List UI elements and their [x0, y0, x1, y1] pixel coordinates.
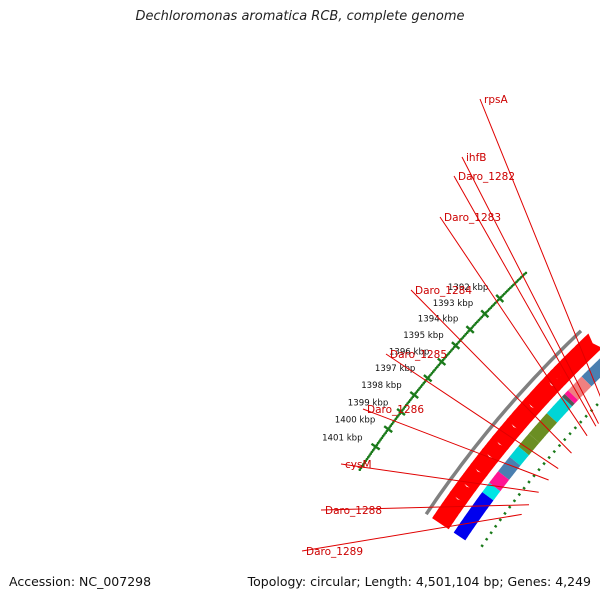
gene-block-ihfb: [564, 390, 578, 404]
feature-tick: [493, 524, 498, 528]
gene-leader-line: [320, 504, 530, 511]
gene-leader-line: [461, 156, 599, 424]
gene-leader-line: [453, 175, 597, 427]
scale-dot: [504, 291, 508, 294]
scale-tick: [451, 341, 461, 350]
feature-tick: [542, 461, 546, 466]
feature-tick: [547, 455, 551, 460]
gene-block-daro_1282: [561, 394, 575, 407]
map-title: Dechloromonas aromatica RCB, complete ge…: [135, 9, 465, 24]
gene-block-rpsa: [567, 376, 592, 401]
accession-text: Accession: NC_007298: [9, 574, 152, 589]
forward-gene-arrow: [544, 369, 567, 392]
scale-tick: [437, 357, 447, 366]
feature-tick: [480, 544, 484, 548]
feature-tick: [557, 443, 562, 448]
gene-label-daro_1284: Daro_1284: [415, 285, 472, 297]
feature-tick: [503, 511, 507, 516]
gene-label-daro_1288: Daro_1288: [325, 505, 382, 517]
forward-strand-track: [431, 333, 600, 530]
scale-tick-label: 1400 kbp: [335, 416, 376, 426]
forward-gene-arrow: [506, 397, 541, 433]
gene-leader-line: [301, 513, 522, 552]
scale-tick: [370, 442, 381, 451]
feature-tick: [489, 531, 493, 535]
feature-tick: [563, 437, 567, 442]
scale-ruler: 1392 kbp 1393 kbp 1394 kbp 1395 kbp 1396 kbp…: [322, 283, 505, 451]
gene-label-daro_1286: Daro_1286: [367, 404, 424, 416]
gene-block-cysm: [498, 456, 521, 480]
feature-tick: [552, 449, 557, 454]
feature-tick: [498, 518, 503, 522]
scale-dot: [367, 455, 370, 459]
scale-tick: [495, 294, 505, 303]
feature-tick-track: [480, 403, 599, 548]
feature-tick: [517, 492, 522, 497]
gene-block-daro_1286: [509, 446, 529, 466]
scale-tick: [480, 309, 490, 319]
gene-label-daro_1285: Daro_1285: [390, 349, 447, 361]
scale-tick-label: 1392 kbp: [448, 283, 489, 293]
scale-tick-label: 1396 kbp: [389, 347, 430, 357]
forward-gene-arrow: [524, 375, 561, 413]
scale-tick-label: 1394 kbp: [418, 315, 459, 325]
forward-gene-arrow: [470, 447, 500, 477]
scale-tick-label: 1393 kbp: [433, 299, 474, 309]
scale-dot: [402, 407, 406, 410]
feature-tick: [522, 486, 526, 490]
gene-leader-line: [410, 289, 572, 454]
feature-tick: [537, 468, 541, 472]
gene-label-daro_1283: Daro_1283: [444, 212, 501, 224]
gene-block-daro_1285: [518, 433, 540, 456]
feature-tick: [484, 537, 489, 541]
gene-label-rpsa: rpsA: [484, 94, 508, 106]
forward-gene-arrow: [449, 477, 477, 505]
gene-leader-line: [439, 216, 588, 437]
scale-tick: [383, 425, 393, 434]
gene-leader-line: [362, 408, 549, 481]
feature-tick: [568, 432, 572, 436]
scale-tick-label: 1398 kbp: [361, 381, 402, 391]
feature-tick: [595, 403, 599, 407]
scale-tick: [409, 390, 419, 400]
feature-tick: [573, 426, 578, 430]
forward-gene-arrow: [549, 365, 571, 386]
gene-label-daro_1289: Daro_1289: [306, 546, 363, 558]
scale-dots: [358, 271, 528, 472]
gene-leader-line: [385, 353, 559, 470]
scale-tick-label: 1399 kbp: [348, 398, 389, 408]
forward-gene-arrow: [553, 333, 600, 383]
gene-label-ihfb: ihfB: [466, 152, 486, 164]
forward-gene-arrow: [481, 435, 509, 463]
scale-tick-label: 1395 kbp: [403, 331, 444, 341]
feature-tick: [584, 414, 588, 418]
feature-tick: [527, 480, 531, 484]
forward-gene-arrow: [458, 462, 488, 492]
scale-tick: [396, 407, 406, 416]
gene-block-daro_1289: [482, 482, 501, 501]
gene-leader-line: [340, 463, 539, 493]
forward-gene-arrow: [432, 490, 468, 530]
forward-gene-arrow: [491, 417, 524, 450]
scale-tick: [465, 325, 475, 334]
feature-tick: [532, 474, 536, 478]
gene-label-daro_1282: Daro_1282: [458, 171, 515, 183]
gene-block-daro_1284: [528, 413, 558, 443]
scale-tick-label: 1397 kbp: [375, 364, 416, 374]
gene-labels: rpsA ihfB Daro_1282 Daro_1283 Daro_1284 Daro_…: [301, 94, 600, 558]
feature-tick: [507, 505, 512, 509]
backbone-line: [424, 329, 583, 516]
feature-tick: [512, 499, 517, 503]
feature-tick: [579, 420, 583, 424]
scale-dot: [358, 468, 362, 472]
scale-tick: [423, 374, 433, 383]
gene-label-cysm: cysM: [345, 459, 372, 471]
scale-tick-label: 1401 kbp: [322, 433, 363, 443]
gene-leader-line: [479, 98, 600, 397]
topology-text: Topology: circular; Length: 4,501,104 bp…: [247, 574, 591, 589]
